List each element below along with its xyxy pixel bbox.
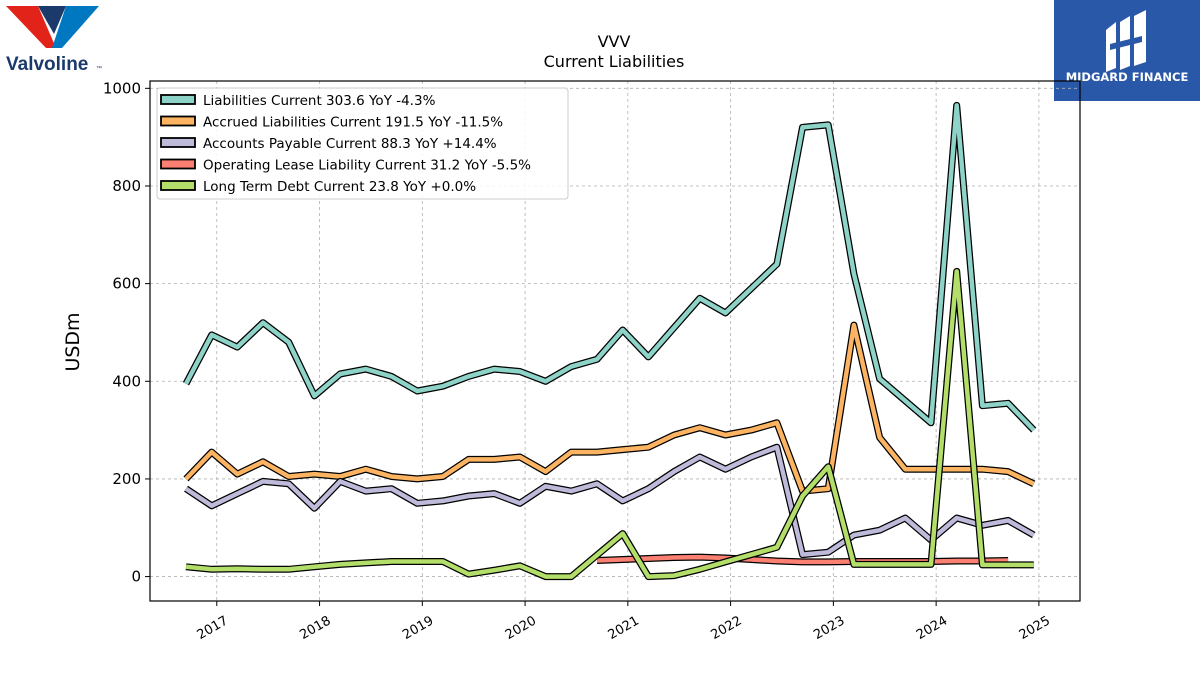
x-tick-label: 2024 — [914, 613, 950, 643]
y-tick-label: 1000 — [103, 79, 141, 97]
series-1 — [183, 321, 1036, 495]
valvoline-logo-tm: ™ — [96, 65, 102, 72]
legend-swatch — [160, 180, 196, 191]
chart-title: VVV — [598, 32, 631, 51]
y-tick-label: 800 — [112, 177, 141, 195]
x-tick-label: 2021 — [606, 613, 642, 643]
y-tick-label: 0 — [131, 568, 141, 586]
legend-swatch — [160, 158, 196, 170]
series-line-outline — [184, 443, 1036, 559]
x-tick-label: 2018 — [297, 613, 333, 643]
legend: Liabilities Current 303.6 YoY -4.3% Accru… — [156, 87, 569, 200]
series-lines — [182, 101, 1037, 581]
legend-entry: Operating Lease Liability Current 31.2 Y… — [203, 158, 531, 174]
x-tick-label: 2023 — [811, 613, 847, 643]
legend-swatch — [160, 115, 196, 127]
legend-entry: Accounts Payable Current 88.3 YoY +14.4% — [203, 136, 497, 152]
series-2 — [184, 443, 1036, 559]
series-0 — [182, 101, 1037, 433]
y-axis: 0 200 400 600 800 1000 — [103, 79, 150, 586]
midgard-logo-text: MIDGARD FINANCE — [1066, 70, 1189, 84]
midgard-finance-logo: MIDGARD FINANCE — [1054, 0, 1200, 101]
legend-entry: Long Term Debt Current 23.8 YoY +0.0% — [203, 179, 476, 195]
series-line — [185, 269, 1034, 579]
valvoline-logo: Valvoline ™ — [4, 4, 104, 75]
series-line-outline — [183, 321, 1036, 495]
series-line — [184, 322, 1035, 494]
valvoline-logo-navy-shape — [38, 6, 66, 34]
y-tick-label: 400 — [112, 372, 141, 390]
valvoline-logo-text: Valvoline — [6, 54, 88, 74]
legend-entry: Accrued Liabilities Current 191.5 YoY -1… — [203, 115, 503, 131]
legend-box — [156, 87, 569, 200]
legend-swatch — [160, 137, 196, 148]
midgard-logo-mark-icon — [1106, 10, 1146, 72]
x-tick-label: 2019 — [400, 613, 436, 643]
legend-entry: Liabilities Current 303.6 YoY -4.3% — [203, 93, 436, 109]
y-tick-label: 600 — [112, 275, 141, 293]
series-line — [596, 554, 1009, 565]
x-tick-label: 2017 — [195, 613, 231, 643]
legend-swatch — [160, 94, 196, 105]
y-axis-label: USDm — [62, 312, 84, 371]
plot-frame — [149, 80, 1081, 602]
series-4 — [185, 267, 1034, 581]
x-tick-label: 2022 — [708, 613, 744, 643]
y-tick-label: 200 — [112, 470, 141, 488]
valvoline-logo-red-shape — [6, 6, 56, 48]
x-tick-label: 2025 — [1017, 613, 1053, 643]
chart-subtitle: Current Liabilities — [544, 52, 685, 71]
series-line — [184, 103, 1036, 432]
series-line-outline — [185, 267, 1034, 581]
series-3 — [596, 553, 1009, 566]
x-tick-label: 2020 — [503, 613, 539, 643]
valvoline-logo-blue-shape — [52, 6, 99, 48]
series-line — [184, 444, 1035, 557]
x-axis: 2017 2018 2019 2020 2021 2022 2023 2024 2025 — [195, 601, 1053, 643]
